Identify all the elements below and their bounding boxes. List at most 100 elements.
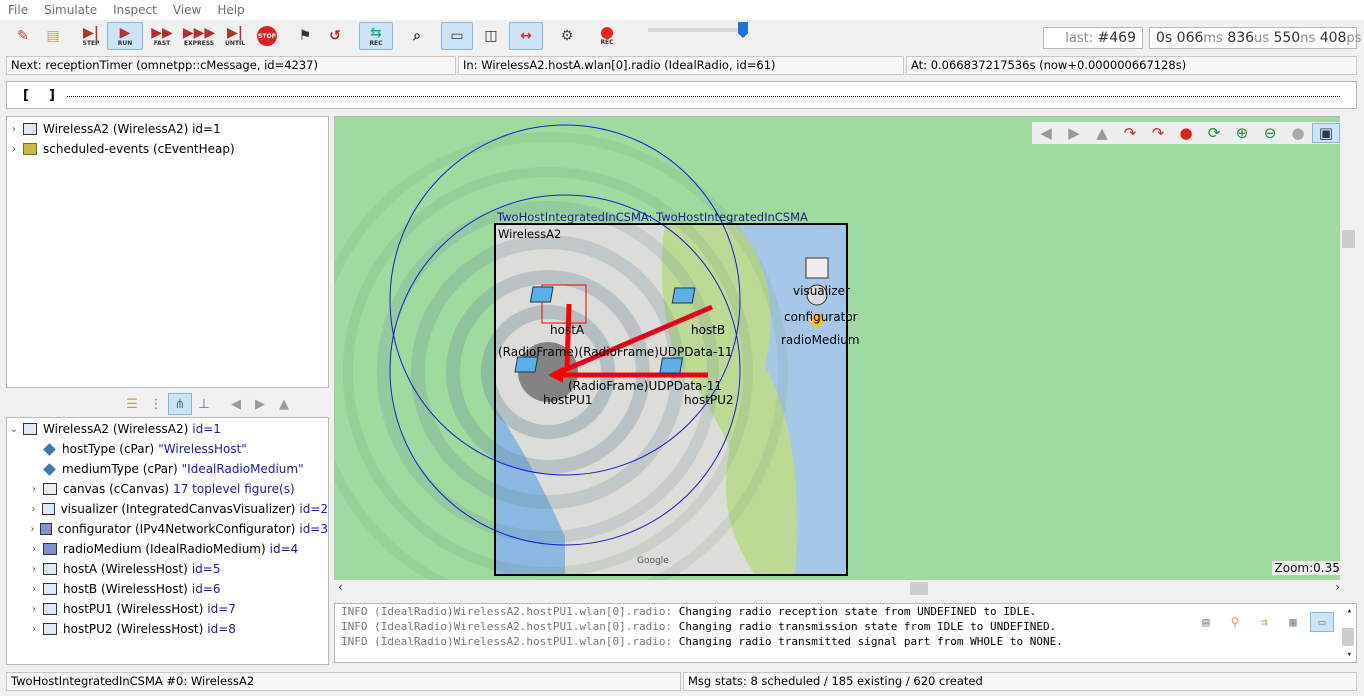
menu-simulate[interactable]: Simulate: [44, 3, 98, 17]
canvas-vertical-scrollbar[interactable]: [1340, 116, 1357, 581]
canvas-back-button[interactable]: ◀: [1032, 124, 1060, 142]
new-network-button[interactable]: ✎: [9, 22, 37, 50]
zoom-in-button[interactable]: ⊕: [1228, 124, 1256, 142]
log-scroll-down-icon[interactable]: ▾: [1346, 650, 1352, 660]
fast-button[interactable]: ▶▶ FAST: [151, 24, 173, 47]
current-module-info: In: WirelessA2.hostA.wlan[0].radio (Idea…: [458, 56, 904, 75]
inspector-item-label: hostPU1 (WirelessHost): [63, 602, 204, 616]
layout-horizontal-button[interactable]: ▭: [441, 22, 473, 50]
zoom-out-button[interactable]: ⊖: [1256, 124, 1284, 142]
record-video-button[interactable]: REC: [591, 22, 623, 50]
copy-log-button[interactable]: ▤: [1194, 612, 1218, 632]
expand-icon[interactable]: ›: [32, 483, 36, 495]
scroll-thumb[interactable]: [910, 582, 928, 595]
rebuild-button[interactable]: ↺: [321, 22, 349, 50]
canvas-forward-button[interactable]: ▶: [1060, 124, 1088, 142]
up-button[interactable]: ▲: [272, 393, 296, 415]
arrow-up-icon: ▲: [279, 396, 289, 412]
menu-file[interactable]: File: [8, 3, 29, 17]
canvas-up-button[interactable]: ▲: [1088, 124, 1116, 142]
layers-button[interactable]: ▣: [1312, 123, 1340, 143]
express-button[interactable]: ▶▶▶ EXPRESS: [182, 24, 216, 47]
zoom-level: Zoom:0.35x: [1271, 561, 1350, 575]
back-button[interactable]: ◀: [224, 393, 248, 415]
scroll-left-icon[interactable]: ‹: [338, 580, 343, 594]
inspector-root[interactable]: ⌄ WirelessA2 (WirelessA2) id=1: [7, 419, 328, 439]
expand-icon[interactable]: ›: [30, 523, 35, 535]
speed-slider-track[interactable]: [648, 28, 744, 32]
find-log-button[interactable]: ⚲: [1223, 612, 1247, 632]
inheritance-view-button[interactable]: ⊥: [192, 393, 216, 415]
finish-button[interactable]: ⚑: [291, 22, 319, 50]
rebuild-icon: ↺: [329, 28, 341, 44]
expand-icon[interactable]: ›: [32, 583, 36, 595]
inspector-item[interactable]: › configurator (IPv4NetworkConfigurator) i…: [7, 519, 328, 539]
tree-item-scheduled-events[interactable]: › scheduled-events (cEventHeap): [7, 139, 328, 159]
expand-icon[interactable]: ›: [32, 563, 36, 575]
timeline-icon: ↔: [520, 28, 532, 44]
relayout-button[interactable]: ⟳: [1200, 124, 1228, 142]
scroll-right-icon[interactable]: ›: [1335, 580, 1340, 594]
record-eventlog-button[interactable]: ⇆ REC: [359, 22, 393, 50]
stop-button[interactable]: STOP: [253, 22, 281, 50]
log-panel[interactable]: INFO (IdealRadio)WirelessA2.hostPU1.wlan…: [334, 603, 1357, 663]
filter-log-button[interactable]: ⇉: [1252, 612, 1276, 632]
timeline[interactable]: [ ]: [6, 81, 1357, 109]
open-button[interactable]: ▤: [39, 22, 67, 50]
log-view-button[interactable]: ▭: [1310, 612, 1334, 632]
flat-view-button[interactable]: ⋮: [144, 393, 168, 415]
inspector-item[interactable]: › hostB (WirelessHost) id=6: [7, 579, 328, 599]
speed-slider-knob[interactable]: [738, 22, 748, 38]
fast-local-button[interactable]: ↷: [1144, 124, 1172, 142]
expand-icon[interactable]: ›: [31, 503, 36, 515]
inspector-item[interactable]: › hostA (WirelessHost) id=5: [7, 559, 328, 579]
expand-icon[interactable]: ›: [12, 123, 16, 135]
run-button[interactable]: ▶ RUN: [107, 22, 143, 50]
layout-vertical-button[interactable]: ◫: [475, 22, 507, 50]
children-view-button[interactable]: ⋔: [168, 393, 192, 415]
log-scroll-thumb[interactable]: [1342, 628, 1354, 646]
scroll-thumb[interactable]: [1342, 230, 1355, 248]
tree-item-network[interactable]: › WirelessA2 (WirelessA2) id=1: [7, 119, 328, 139]
expand-icon[interactable]: ›: [32, 603, 36, 615]
inspector-item[interactable]: › hostPU2 (WirelessHost) id=8: [7, 619, 328, 639]
run-local-button[interactable]: ↷: [1116, 124, 1144, 142]
inspector-item[interactable]: › visualizer (IntegratedCanvasVisualizer)…: [7, 499, 328, 519]
menu-view[interactable]: View: [172, 3, 202, 17]
forward-button[interactable]: ▶: [248, 393, 272, 415]
simulation-time: 0s 066 ms 836 us 550 ns 408 ps: [1149, 27, 1361, 49]
until-button[interactable]: ▶| UNTIL: [224, 24, 246, 47]
timeline-button[interactable]: ↔: [509, 22, 543, 50]
inspector-item[interactable]: mediumType (cPar) "IdealRadioMedium": [7, 459, 328, 479]
node-hostA[interactable]: hostA: [550, 323, 585, 337]
node-radioMedium[interactable]: radioMedium: [781, 333, 860, 347]
node-visualizer[interactable]: visualizer: [793, 284, 850, 298]
find-button[interactable]: ⌕: [403, 22, 431, 50]
canvas-horizontal-scrollbar[interactable]: ‹ ›: [334, 580, 1344, 597]
node-hostPU1[interactable]: hostPU1: [543, 393, 593, 407]
log-scroll-up-icon[interactable]: ▴: [1346, 606, 1352, 616]
network-canvas[interactable]: TwoHostIntegratedInCSMA: TwoHostIntegrat…: [334, 116, 1357, 581]
animation-button[interactable]: ●: [1284, 124, 1312, 142]
messages-view-button[interactable]: ▦: [1281, 612, 1305, 632]
collapse-icon[interactable]: ⌄: [9, 423, 19, 435]
expand-icon[interactable]: ›: [32, 623, 36, 635]
group-by-owner-button[interactable]: ☰: [120, 393, 144, 415]
log-prefix: INFO (IdealRadio)WirelessA2.hostPU1.wlan…: [341, 635, 673, 648]
step-button[interactable]: ▶| STEP: [82, 24, 100, 47]
hostA-selection: [541, 284, 587, 324]
preferences-button[interactable]: ⚙: [553, 22, 581, 50]
canvas-stop-button[interactable]: ●: [1172, 124, 1200, 142]
node-hostPU2[interactable]: hostPU2: [684, 393, 734, 407]
node-hostB[interactable]: hostB: [691, 323, 726, 337]
inspector-item[interactable]: hostType (cPar) "WirelessHost": [7, 439, 328, 459]
menu-help[interactable]: Help: [217, 3, 245, 17]
inspector-item[interactable]: › radioMedium (IdealRadioMedium) id=4: [7, 539, 328, 559]
arrow-right-icon: ▶: [255, 396, 265, 412]
inspector-item[interactable]: › hostPU1 (WirelessHost) id=7: [7, 599, 328, 619]
expand-icon[interactable]: ›: [12, 143, 16, 155]
node-configurator[interactable]: configurator: [784, 310, 858, 324]
expand-icon[interactable]: ›: [32, 543, 36, 555]
menu-inspect[interactable]: Inspect: [113, 3, 157, 17]
inspector-item[interactable]: › canvas (cCanvas) 17 toplevel figure(s): [7, 479, 328, 499]
